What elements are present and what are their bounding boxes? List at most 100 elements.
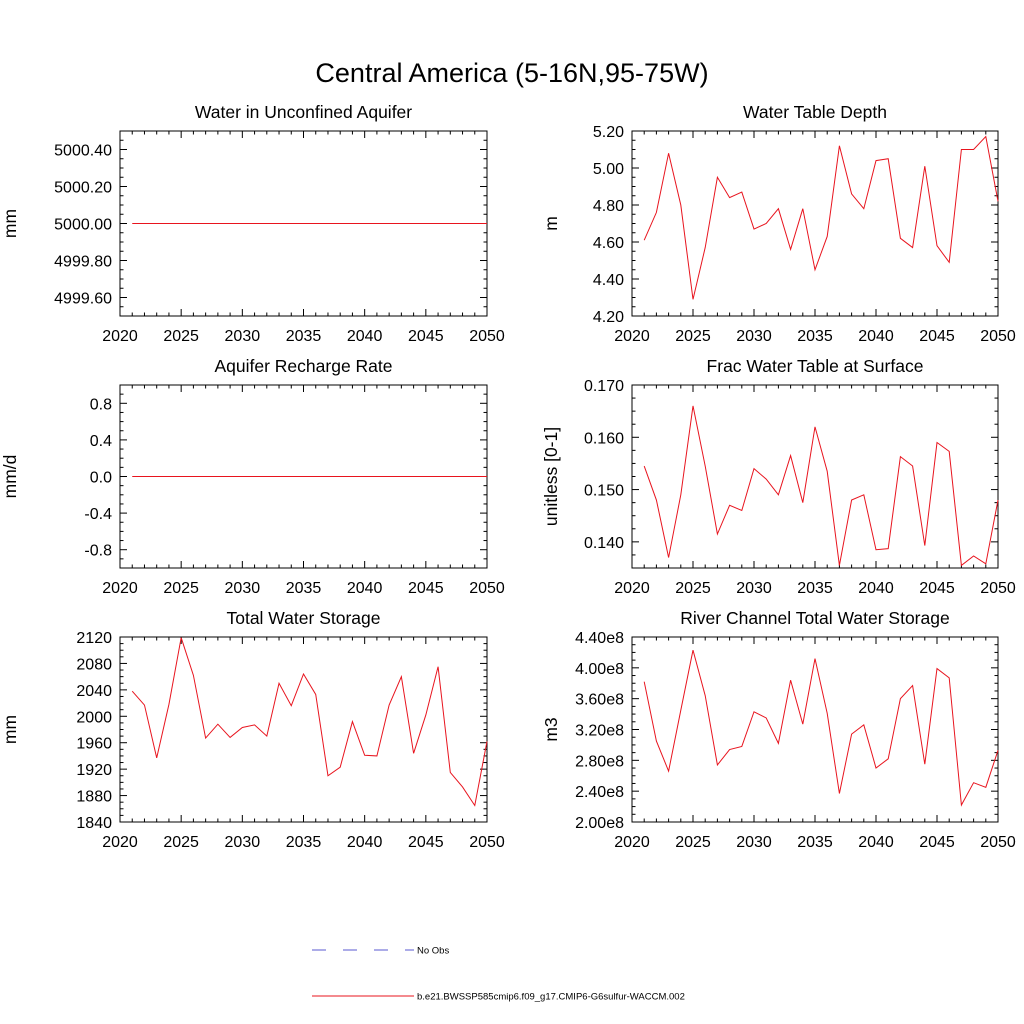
y-tick-label: 3.20e8 [575, 723, 624, 740]
y-tick-label: 2.40e8 [575, 784, 624, 801]
x-tick-label: 2035 [797, 834, 833, 851]
y-tick-label: 4.40 [593, 272, 624, 289]
figure-title: Central America (5-16N,95-75W) [315, 58, 708, 88]
y-tick-label: 0.8 [90, 396, 112, 413]
x-tick-label: 2050 [980, 328, 1016, 345]
x-tick-label: 2030 [736, 328, 772, 345]
y-axis-label: mm [0, 209, 20, 238]
x-tick-label: 2020 [614, 834, 650, 851]
y-tick-label: 0.150 [584, 483, 624, 500]
x-tick-label: 2030 [225, 834, 261, 851]
y-tick-label: 4999.80 [54, 254, 112, 271]
panel-4: 2020 2025 2030 2035 2040 2045 2050 0.140 0.150 0.… [541, 356, 1016, 597]
y-tick-label: 5.00 [593, 161, 624, 178]
x-tick-label: 2025 [163, 834, 199, 851]
y-tick-label: 0.4 [90, 433, 112, 450]
y-tick-label: 2080 [76, 656, 112, 673]
series-line [643, 649, 999, 807]
x-tick-label: 2035 [286, 834, 322, 851]
x-tick-label: 2040 [347, 834, 383, 851]
x-tick-label: 2030 [225, 580, 261, 597]
x-tick-label: 2030 [736, 580, 772, 597]
x-tick-label: 2045 [408, 328, 444, 345]
x-tick-label: 2030 [736, 834, 772, 851]
y-tick-label: 4.00e8 [575, 661, 624, 678]
panel-1: 2020 2025 2030 2035 2040 2045 2050 4999.60 4999.… [0, 102, 505, 345]
panel-title: Water Table Depth [743, 102, 887, 122]
y-axis-label: unitless [0-1] [541, 427, 561, 526]
series-line [643, 405, 999, 567]
x-tick-label: 2045 [919, 328, 955, 345]
x-tick-label: 2050 [469, 328, 505, 345]
plot-frame [631, 636, 999, 823]
panel-title: River Channel Total Water Storage [680, 608, 949, 628]
panel-2: 2020 2025 2030 2035 2040 2045 2050 4.20 4.40 4.60… [541, 102, 1016, 345]
x-tick-label: 2020 [102, 580, 138, 597]
y-tick-label: 5000.00 [54, 217, 112, 234]
y-tick-label: -0.8 [84, 543, 112, 560]
x-tick-label: 2045 [919, 834, 955, 851]
y-axis-label: m [541, 216, 561, 231]
x-tick-label: 2020 [102, 834, 138, 851]
panel-title: Frac Water Table at Surface [707, 356, 924, 376]
x-tick-label: 2020 [614, 580, 650, 597]
x-tick-label: 2045 [408, 834, 444, 851]
x-tick-label: 2045 [408, 580, 444, 597]
y-tick-label: 2120 [76, 630, 112, 647]
x-tick-label: 2020 [614, 328, 650, 345]
x-tick-label: 2025 [675, 834, 711, 851]
x-tick-label: 2040 [858, 834, 894, 851]
x-tick-label: 2025 [675, 328, 711, 345]
x-tick-label: 2040 [347, 328, 383, 345]
y-tick-label: 4.60 [593, 235, 624, 252]
x-tick-label: 2050 [980, 834, 1016, 851]
x-tick-label: 2040 [347, 580, 383, 597]
plot-frame [631, 384, 999, 569]
panels: 2020 2025 2030 2035 2040 2045 2050 4999.60 4999.… [0, 102, 1016, 851]
y-tick-label: 2040 [76, 683, 112, 700]
y-tick-label: 0.170 [584, 378, 624, 395]
legend: No Obs b.e21.BWSSP585cmip6.f09_g17.CMIP6-… [312, 946, 685, 1003]
x-tick-label: 2050 [469, 580, 505, 597]
y-tick-label: 5000.20 [54, 180, 112, 197]
y-tick-label: -0.4 [84, 506, 112, 523]
y-tick-label: 1880 [76, 789, 112, 806]
plot-frame [631, 130, 999, 317]
panel-3: 2020 2025 2030 2035 2040 2045 2050 -0.8 -0.4 0.0 0… [0, 356, 505, 597]
y-tick-label: 0.160 [584, 430, 624, 447]
x-tick-label: 2040 [858, 328, 894, 345]
y-tick-label: 5.20 [593, 124, 624, 141]
y-tick-label: 4999.60 [54, 291, 112, 308]
panel-title: Total Water Storage [226, 608, 380, 628]
y-axis-label: m3 [541, 717, 561, 741]
y-tick-label: 4.80 [593, 198, 624, 215]
x-tick-label: 2040 [858, 580, 894, 597]
x-tick-label: 2050 [469, 834, 505, 851]
x-tick-label: 2025 [675, 580, 711, 597]
y-axis-label: mm [0, 715, 20, 744]
x-tick-label: 2020 [102, 328, 138, 345]
y-tick-label: 2.80e8 [575, 753, 624, 770]
x-tick-label: 2035 [797, 580, 833, 597]
y-tick-label: 2.00e8 [575, 815, 624, 832]
series-line [131, 637, 488, 807]
series-line [643, 135, 999, 300]
x-tick-label: 2035 [286, 580, 322, 597]
y-tick-label: 4.20 [593, 309, 624, 326]
x-tick-label: 2025 [163, 580, 199, 597]
panel-5: 2020 2025 2030 2035 2040 2045 2050 1840 1880 1920… [0, 608, 505, 851]
panel-title: Aquifer Recharge Rate [214, 356, 392, 376]
y-tick-label: 1840 [76, 815, 112, 832]
plot-frame [119, 636, 488, 823]
panel-6: 2020 2025 2030 2035 2040 2045 2050 2.00e8 2.40e8… [541, 608, 1016, 851]
y-tick-label: 1920 [76, 762, 112, 779]
y-tick-label: 0.140 [584, 535, 624, 552]
y-tick-label: 4.40e8 [575, 630, 624, 647]
legend-label-run: b.e21.BWSSP585cmip6.f09_g17.CMIP6-G6sulf… [417, 992, 685, 1003]
x-tick-label: 2025 [163, 328, 199, 345]
y-tick-label: 5000.40 [54, 143, 112, 160]
x-tick-label: 2035 [797, 328, 833, 345]
y-tick-label: 1960 [76, 736, 112, 753]
x-tick-label: 2045 [919, 580, 955, 597]
